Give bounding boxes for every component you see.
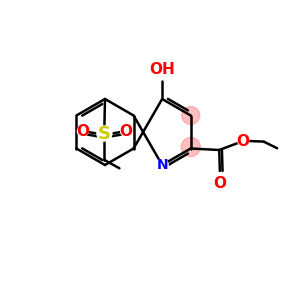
Text: OH: OH — [149, 62, 175, 77]
Text: O: O — [213, 176, 226, 190]
Circle shape — [181, 137, 200, 157]
Circle shape — [97, 126, 112, 141]
Circle shape — [156, 159, 168, 171]
Text: N: N — [156, 158, 168, 172]
Circle shape — [238, 136, 249, 146]
Circle shape — [77, 126, 88, 136]
Text: O: O — [119, 124, 133, 139]
Circle shape — [121, 126, 131, 136]
Text: O: O — [76, 124, 89, 139]
Circle shape — [182, 106, 200, 124]
Text: S: S — [98, 124, 111, 142]
Text: O: O — [237, 134, 250, 148]
